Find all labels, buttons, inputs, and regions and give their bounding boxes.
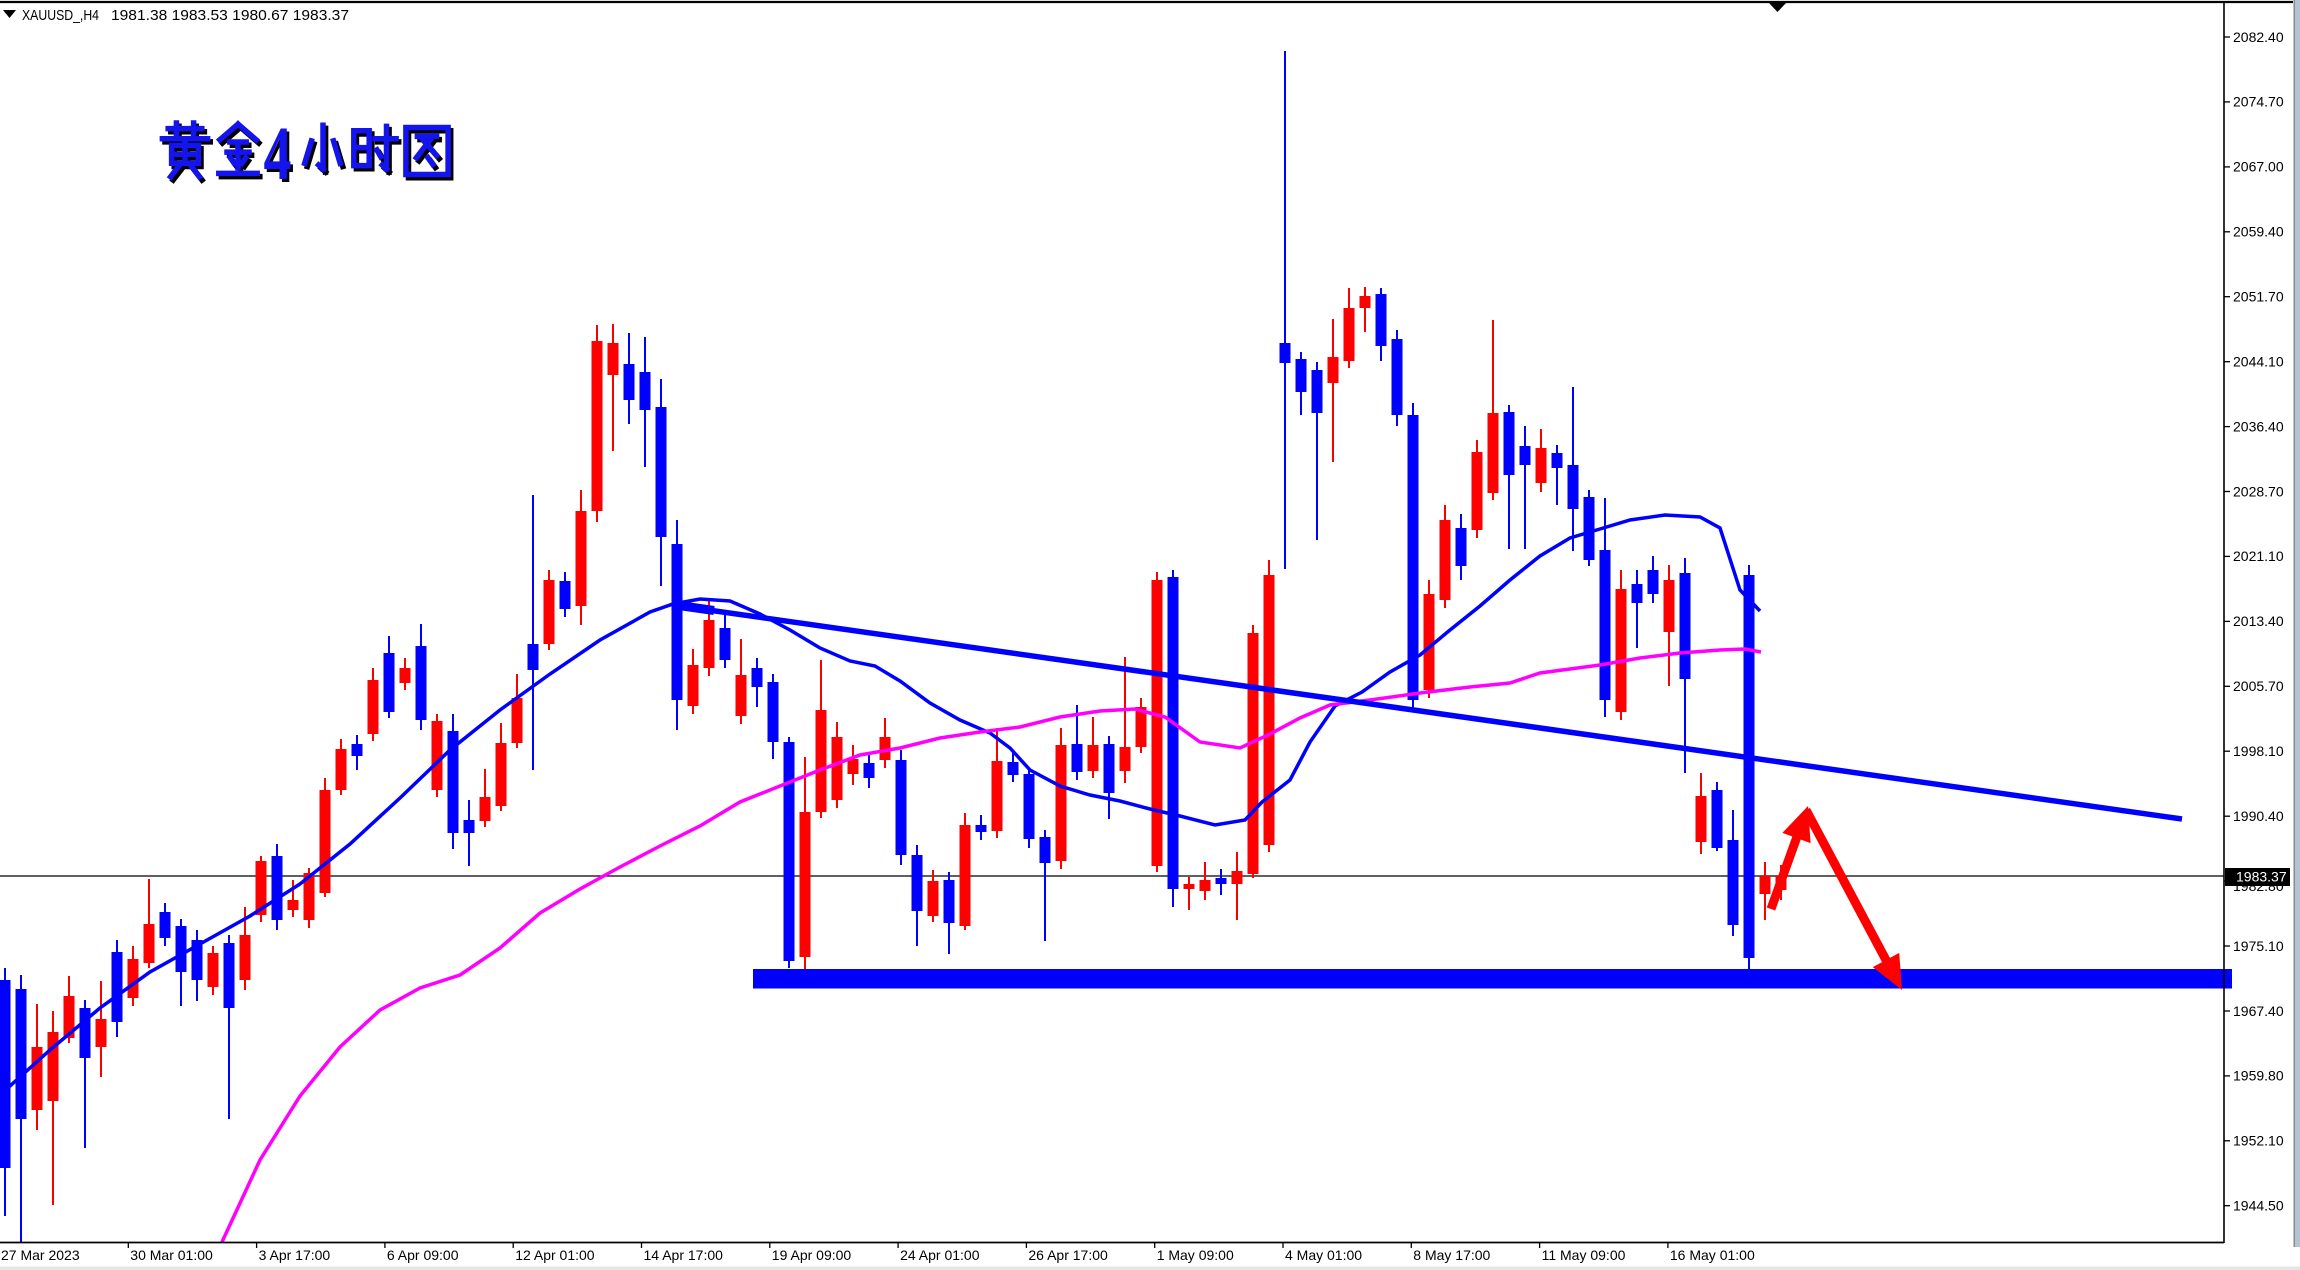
svg-text:4 May 01:00: 4 May 01:00 xyxy=(1285,1247,1362,1263)
svg-text:2021.10: 2021.10 xyxy=(2233,548,2284,564)
svg-text:1975.10: 1975.10 xyxy=(2233,938,2284,954)
svg-text:2013.40: 2013.40 xyxy=(2233,613,2284,629)
svg-text:24 Apr 01:00: 24 Apr 01:00 xyxy=(900,1247,980,1263)
svg-text:3 Apr 17:00: 3 Apr 17:00 xyxy=(259,1247,331,1263)
svg-text:1952.10: 1952.10 xyxy=(2233,1133,2284,1149)
svg-text:2028.70: 2028.70 xyxy=(2233,483,2284,499)
svg-text:1990.40: 1990.40 xyxy=(2233,808,2284,824)
svg-text:1944.50: 1944.50 xyxy=(2233,1198,2284,1214)
svg-text:1967.40: 1967.40 xyxy=(2233,1003,2284,1019)
svg-text:11 May 09:00: 11 May 09:00 xyxy=(1542,1247,1626,1263)
svg-text:1981.38 1983.53 1980.67 1983.3: 1981.38 1983.53 1980.67 1983.37 xyxy=(111,7,349,24)
svg-text:2005.70: 2005.70 xyxy=(2233,678,2284,694)
svg-text:2036.40: 2036.40 xyxy=(2233,418,2284,434)
svg-text:14 Apr 17:00: 14 Apr 17:00 xyxy=(644,1247,724,1263)
svg-text:8 May 17:00: 8 May 17:00 xyxy=(1413,1247,1490,1263)
svg-text:27 Mar 2023: 27 Mar 2023 xyxy=(1,1247,80,1263)
svg-text:1983.37: 1983.37 xyxy=(2236,869,2287,885)
svg-text:4: 4 xyxy=(264,112,292,196)
svg-text:26 Apr 17:00: 26 Apr 17:00 xyxy=(1028,1247,1108,1263)
svg-text:1998.10: 1998.10 xyxy=(2233,743,2284,759)
svg-text:19 Apr 09:00: 19 Apr 09:00 xyxy=(772,1247,852,1263)
svg-text:2044.10: 2044.10 xyxy=(2233,354,2284,370)
svg-text:6 Apr 09:00: 6 Apr 09:00 xyxy=(387,1247,459,1263)
svg-text:1 May 09:00: 1 May 09:00 xyxy=(1157,1247,1234,1263)
svg-text:1959.80: 1959.80 xyxy=(2233,1068,2284,1084)
svg-text:2051.70: 2051.70 xyxy=(2233,289,2284,305)
svg-text:2082.40: 2082.40 xyxy=(2233,29,2284,45)
svg-text:2074.70: 2074.70 xyxy=(2233,94,2284,110)
svg-text:30 Mar 01:00: 30 Mar 01:00 xyxy=(130,1247,213,1263)
svg-text:12 Apr 01:00: 12 Apr 01:00 xyxy=(515,1247,595,1263)
svg-text:16 May 01:00: 16 May 01:00 xyxy=(1670,1247,1755,1263)
svg-text:XAUUSD_,H4: XAUUSD_,H4 xyxy=(22,7,99,24)
svg-text:2067.00: 2067.00 xyxy=(2233,159,2284,175)
svg-text:4: 4 xyxy=(266,115,294,199)
svg-text:2059.40: 2059.40 xyxy=(2233,224,2284,240)
